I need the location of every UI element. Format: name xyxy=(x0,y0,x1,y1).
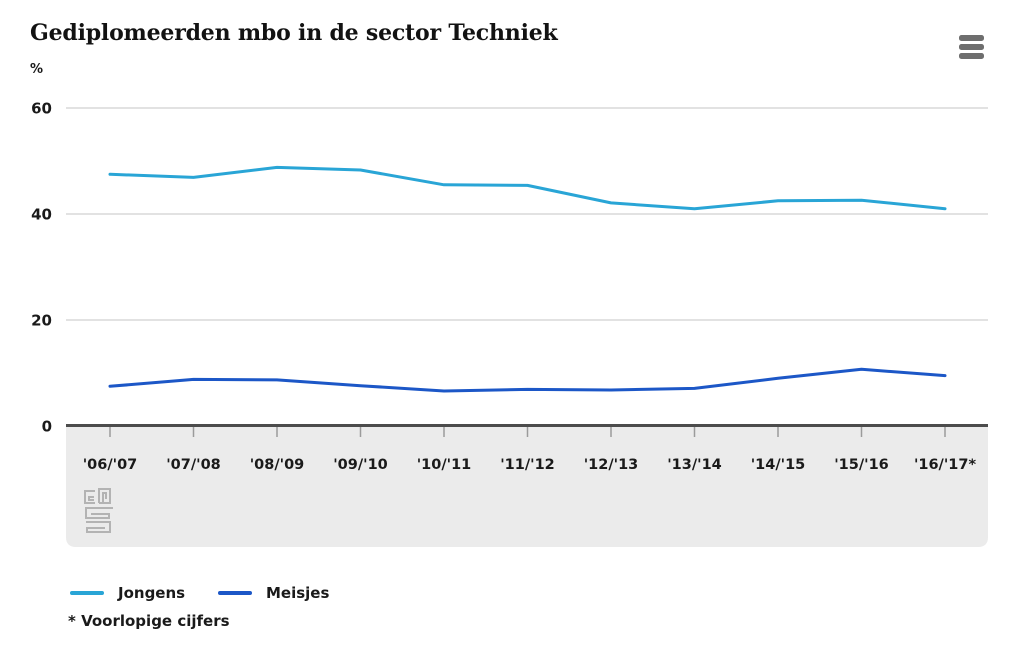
svg-text:40: 40 xyxy=(31,206,52,224)
gridlines xyxy=(66,107,988,321)
svg-text:'10/'11: '10/'11 xyxy=(417,457,472,473)
svg-text:20: 20 xyxy=(31,312,52,330)
svg-text:'13/'14: '13/'14 xyxy=(667,457,722,473)
svg-text:'15/'16: '15/'16 xyxy=(834,457,889,473)
y-axis-unit-label: % xyxy=(30,62,44,77)
x-axis-labels: '06/'07 '07/'08 '08/'09 '09/'10 '10/'11 '11/'… xyxy=(83,457,977,473)
legend-label-meisjes: Meisjes xyxy=(266,584,330,602)
x-axis-ticks xyxy=(109,427,946,437)
series-line-meisjes xyxy=(108,367,947,393)
svg-text:'07/'08: '07/'08 xyxy=(166,457,221,473)
svg-text:60: 60 xyxy=(31,100,52,118)
svg-text:'09/'10: '09/'10 xyxy=(333,457,388,473)
y-axis-labels: 0 20 40 60 xyxy=(31,100,52,436)
svg-text:'16/'17*: '16/'17* xyxy=(914,457,977,473)
meisjes-line-swatch xyxy=(218,591,252,595)
legend-label-jongens: Jongens xyxy=(118,584,186,602)
svg-text:0: 0 xyxy=(42,418,52,436)
svg-text:'06/'07: '06/'07 xyxy=(83,457,138,473)
svg-text:'12/'13: '12/'13 xyxy=(584,457,639,473)
chart-menu-button[interactable] xyxy=(957,33,987,61)
page-title: Gediplomeerden mbo in de sector Techniek xyxy=(30,20,558,46)
svg-text:'11/'12: '11/'12 xyxy=(500,457,555,473)
legend-item-jongens: Jongens xyxy=(70,584,185,602)
x-axis-line xyxy=(66,424,988,427)
x-axis-band xyxy=(66,425,988,547)
svg-text:'14/'15: '14/'15 xyxy=(751,457,806,473)
cbs-logo xyxy=(84,488,113,533)
svg-text:'08/'09: '08/'09 xyxy=(250,457,305,473)
footnote: * Voorlopige cijfers xyxy=(68,612,230,630)
line-chart: 0 20 40 60 '06/'07 '07/'08 '08/'09 '09/'10 '10/'… xyxy=(31,100,988,547)
jongens-line-swatch xyxy=(70,591,104,595)
legend-item-meisjes: Meisjes xyxy=(218,584,329,602)
series-line-jongens xyxy=(108,165,947,211)
